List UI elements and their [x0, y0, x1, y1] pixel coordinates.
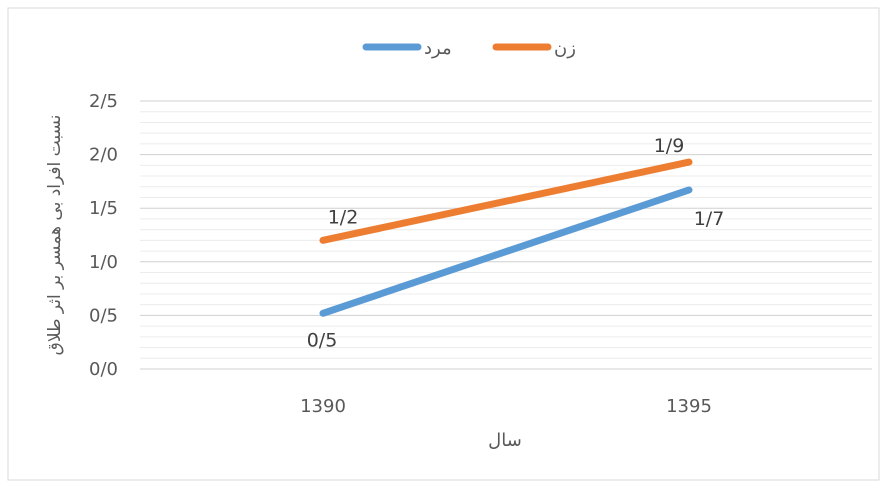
- series-line-zan: [319, 158, 693, 244]
- data-label: 1/7: [694, 208, 725, 230]
- y-tick-labels: 0/0 0/5 1/0 1/5 2/0 2/5: [89, 91, 118, 380]
- legend-label-zan: زن: [554, 38, 576, 59]
- series-line-mard: [319, 186, 693, 317]
- legend-label-mard: مرد: [424, 38, 452, 59]
- series: [319, 158, 693, 317]
- chart-frame: [7, 7, 880, 481]
- data-label: 1/2: [328, 206, 359, 228]
- y-tick-label: 0/5: [89, 305, 118, 326]
- x-tick-label: 1395: [666, 396, 712, 417]
- y-axis-title: نسبت افراد بی همسر بر اثر طلاق: [45, 115, 65, 356]
- grid: [140, 100, 872, 370]
- y-tick-label: 2/5: [89, 91, 118, 112]
- data-label: 0/5: [307, 329, 338, 351]
- y-tick-label: 2/0: [89, 145, 118, 166]
- data-labels: 1/2 1/9 0/5 1/7: [307, 135, 725, 351]
- x-tick-label: 1390: [300, 396, 346, 417]
- x-tick-labels: 1390 1395: [300, 396, 712, 417]
- y-tick-label: 1/5: [89, 198, 118, 219]
- y-tick-label: 1/0: [89, 252, 118, 273]
- x-axis-title: سال: [488, 430, 522, 451]
- legend: زن مرد: [362, 38, 576, 59]
- data-label: 1/9: [654, 135, 685, 157]
- y-tick-label: 0/0: [89, 359, 118, 380]
